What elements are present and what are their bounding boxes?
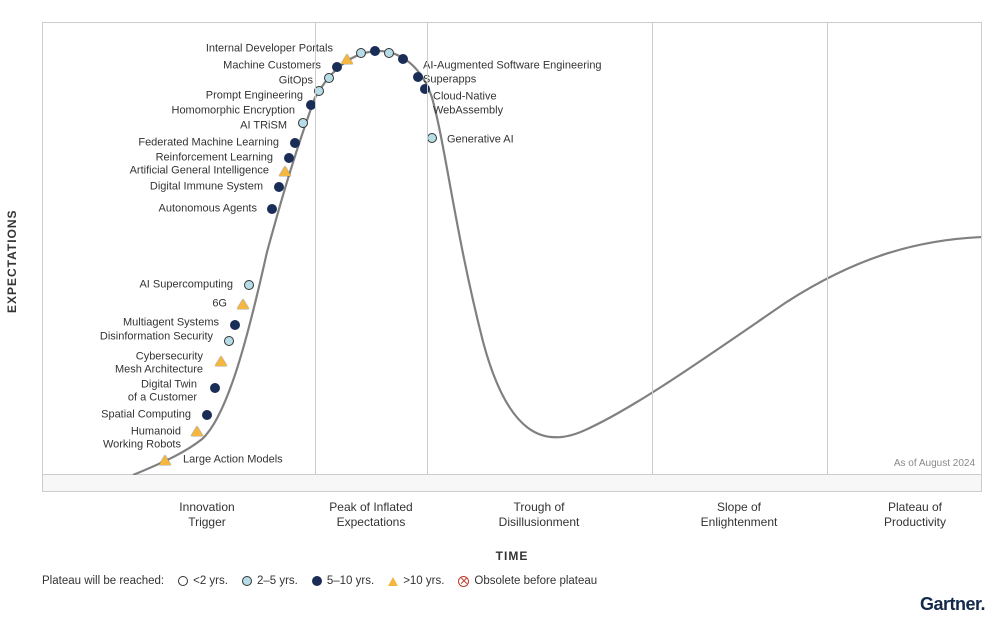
phase-divider xyxy=(427,23,428,475)
tech-marker xyxy=(267,204,277,214)
tech-label: Prompt Engineering xyxy=(206,90,303,103)
phase-divider xyxy=(652,23,653,475)
phase-label: Peak of InflatedExpectations xyxy=(329,500,412,529)
tech-label: Artificial General Intelligence xyxy=(130,165,269,178)
legend-item: >10 yrs. xyxy=(388,575,444,587)
plot-area: Large Action ModelsHumanoidWorking Robot… xyxy=(67,23,981,475)
tech-marker xyxy=(284,153,294,163)
tech-label: Internal Developer Portals xyxy=(206,43,333,56)
phase-divider xyxy=(827,23,828,475)
phase-label: Trough ofDisillusionment xyxy=(499,500,580,529)
tech-marker xyxy=(420,84,430,94)
tech-marker xyxy=(324,73,334,83)
as-of-caption: As of August 2024 xyxy=(894,458,975,469)
phase-label: Plateau ofProductivity xyxy=(884,500,946,529)
legend-swatch xyxy=(458,576,469,587)
tech-marker xyxy=(244,280,254,290)
phase-axis-band xyxy=(43,474,981,491)
phase-label: InnovationTrigger xyxy=(179,500,234,529)
tech-marker xyxy=(159,455,171,465)
tech-label: Superapps xyxy=(423,74,476,87)
tech-marker xyxy=(215,356,227,366)
tech-label: AI Supercomputing xyxy=(139,279,233,292)
y-axis-label: EXPECTATIONS xyxy=(5,209,19,313)
tech-label: CybersecurityMesh Architecture xyxy=(115,350,203,375)
legend-title: Plateau will be reached: xyxy=(42,575,164,587)
tech-marker xyxy=(398,54,408,64)
tech-marker xyxy=(224,336,234,346)
legend-swatch xyxy=(242,576,252,586)
tech-label: Homomorphic Encryption xyxy=(172,105,296,118)
phase-divider xyxy=(315,23,316,475)
tech-label: WebAssembly xyxy=(433,105,503,118)
brand-dot: . xyxy=(980,594,985,614)
legend-item: Obsolete before plateau xyxy=(458,575,597,587)
brand-text: Gartner xyxy=(920,594,981,614)
tech-marker xyxy=(202,410,212,420)
tech-marker xyxy=(413,72,423,82)
tech-label: HumanoidWorking Robots xyxy=(103,425,181,450)
tech-marker xyxy=(290,138,300,148)
tech-label: Autonomous Agents xyxy=(159,203,257,216)
legend-item: 2–5 yrs. xyxy=(242,575,298,587)
legend-label: <2 yrs. xyxy=(193,575,228,587)
tech-marker xyxy=(230,320,240,330)
tech-marker xyxy=(274,182,284,192)
tech-label: Disinformation Security xyxy=(100,331,213,344)
legend-item: 5–10 yrs. xyxy=(312,575,374,587)
tech-marker xyxy=(279,166,291,176)
legend-label: >10 yrs. xyxy=(403,575,444,587)
legend-label: Obsolete before plateau xyxy=(474,575,597,587)
chart-container: Large Action ModelsHumanoidWorking Robot… xyxy=(42,22,982,492)
tech-label: Digital Twinof a Customer xyxy=(128,378,197,403)
tech-marker xyxy=(370,46,380,56)
tech-marker xyxy=(191,426,203,436)
tech-label: GitOps xyxy=(279,75,313,88)
x-axis-label: TIME xyxy=(42,549,982,563)
tech-label: Digital Immune System xyxy=(150,181,263,194)
tech-label: Machine Customers xyxy=(223,60,321,73)
tech-label: Cloud-Native xyxy=(433,91,497,104)
tech-label: Spatial Computing xyxy=(101,409,191,422)
tech-label: Federated Machine Learning xyxy=(138,137,279,150)
legend: Plateau will be reached: <2 yrs. 2–5 yrs.… xyxy=(42,575,597,587)
brand-logo: Gartner. xyxy=(920,594,985,615)
tech-marker xyxy=(427,133,437,143)
legend-item: <2 yrs. xyxy=(178,575,228,587)
tech-marker xyxy=(356,48,366,58)
legend-swatch xyxy=(178,576,188,586)
tech-label: AI TRiSM xyxy=(240,120,287,133)
tech-marker xyxy=(210,383,220,393)
legend-label: 5–10 yrs. xyxy=(327,575,374,587)
tech-marker xyxy=(237,299,249,309)
tech-label: 6G xyxy=(212,298,227,311)
tech-marker xyxy=(298,118,308,128)
tech-label: AI-Augmented Software Engineering xyxy=(423,60,602,73)
curve-svg xyxy=(67,23,981,475)
tech-marker xyxy=(384,48,394,58)
legend-swatch xyxy=(388,577,398,586)
tech-label: Large Action Models xyxy=(183,454,283,467)
legend-label: 2–5 yrs. xyxy=(257,575,298,587)
tech-marker xyxy=(341,54,353,64)
tech-label: Multiagent Systems xyxy=(123,317,219,330)
legend-swatch xyxy=(312,576,322,586)
tech-label: Generative AI xyxy=(447,134,514,147)
tech-label: Reinforcement Learning xyxy=(156,152,273,165)
phase-label: Slope ofEnlightenment xyxy=(701,500,778,529)
